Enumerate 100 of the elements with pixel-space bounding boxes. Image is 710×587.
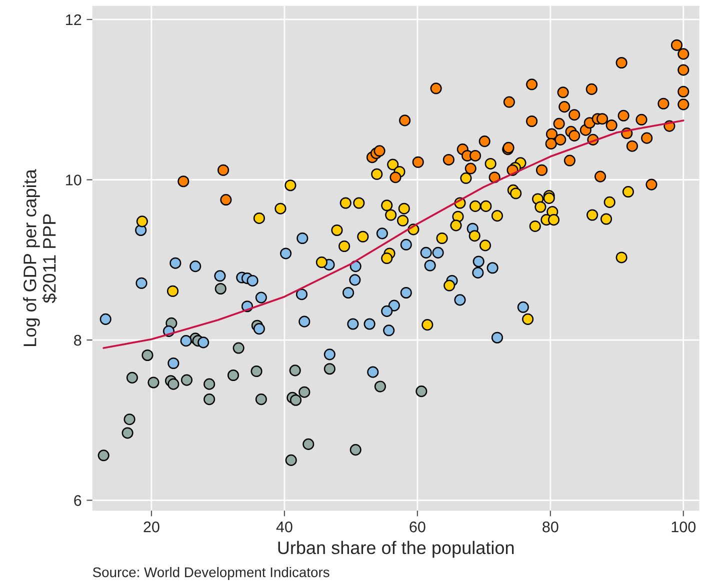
point xyxy=(484,158,496,170)
y-tick-label: 10 xyxy=(66,174,82,186)
point xyxy=(486,262,498,274)
point xyxy=(554,134,566,146)
point xyxy=(454,294,466,306)
point xyxy=(553,118,565,130)
point xyxy=(618,110,630,122)
point xyxy=(274,202,286,214)
point xyxy=(302,438,314,450)
point xyxy=(367,366,379,378)
point xyxy=(522,313,534,325)
point xyxy=(491,332,503,344)
point xyxy=(100,313,112,325)
point xyxy=(564,154,576,166)
point xyxy=(124,414,136,426)
point xyxy=(250,365,262,378)
point xyxy=(422,319,434,331)
point xyxy=(636,114,648,126)
point xyxy=(227,369,240,382)
point xyxy=(371,168,383,180)
point xyxy=(670,39,683,51)
point xyxy=(204,378,216,390)
point xyxy=(178,176,190,188)
point xyxy=(616,56,628,69)
point xyxy=(568,130,580,142)
y-tick-label: 6 xyxy=(74,495,82,506)
point xyxy=(255,394,267,406)
point xyxy=(385,209,397,221)
point xyxy=(412,156,424,168)
point xyxy=(678,48,690,60)
point xyxy=(420,246,432,258)
point xyxy=(353,197,365,209)
point xyxy=(430,82,442,94)
point xyxy=(374,380,386,392)
point xyxy=(214,270,226,282)
point xyxy=(285,454,297,466)
point xyxy=(600,213,612,225)
point xyxy=(604,196,616,208)
point xyxy=(204,394,216,406)
point xyxy=(381,252,393,264)
x-tick-label: 40 xyxy=(276,522,292,532)
point xyxy=(168,357,180,370)
point xyxy=(383,324,395,336)
point xyxy=(387,158,399,170)
point xyxy=(180,335,192,347)
y-axis-title: Log of GDP per capita $2011 PPP xyxy=(23,169,57,346)
point xyxy=(126,372,138,384)
point xyxy=(142,349,154,362)
x-tick-label: 60 xyxy=(410,522,426,532)
y-tick-label: 8 xyxy=(74,334,82,346)
point xyxy=(545,138,557,150)
point xyxy=(255,292,267,304)
point xyxy=(166,285,179,297)
source-note: Source: World Development Indicators xyxy=(92,567,330,580)
point xyxy=(168,378,180,390)
point xyxy=(381,200,393,212)
point xyxy=(342,286,354,299)
point xyxy=(472,266,484,278)
point xyxy=(526,115,538,128)
point xyxy=(510,188,522,200)
point xyxy=(526,78,538,90)
point xyxy=(678,64,690,76)
point xyxy=(616,252,628,264)
point xyxy=(594,170,606,182)
x-tick-label: 80 xyxy=(542,522,558,532)
point xyxy=(646,178,658,190)
point xyxy=(357,230,369,242)
point xyxy=(290,394,302,406)
point xyxy=(517,301,529,313)
point xyxy=(298,386,310,398)
point xyxy=(214,282,226,295)
point xyxy=(253,323,265,335)
point xyxy=(289,364,301,376)
point xyxy=(376,228,388,240)
point xyxy=(432,246,444,258)
point xyxy=(190,260,202,272)
point xyxy=(641,132,653,144)
point xyxy=(331,224,343,236)
point xyxy=(296,288,308,300)
point xyxy=(464,162,476,174)
point xyxy=(280,248,292,260)
point xyxy=(388,300,400,312)
point xyxy=(470,200,482,212)
point xyxy=(296,232,308,244)
point xyxy=(400,286,412,299)
point xyxy=(136,277,148,289)
point xyxy=(626,140,638,152)
point xyxy=(470,150,482,162)
point xyxy=(548,214,560,226)
point xyxy=(678,86,690,98)
x-axis-title: Urban share of the population xyxy=(278,540,514,558)
point xyxy=(460,172,472,184)
point xyxy=(568,109,580,121)
point xyxy=(586,209,598,221)
point xyxy=(218,164,230,176)
point xyxy=(298,316,310,328)
point xyxy=(347,318,359,330)
point xyxy=(399,114,411,126)
point xyxy=(596,113,608,125)
point xyxy=(397,214,409,226)
